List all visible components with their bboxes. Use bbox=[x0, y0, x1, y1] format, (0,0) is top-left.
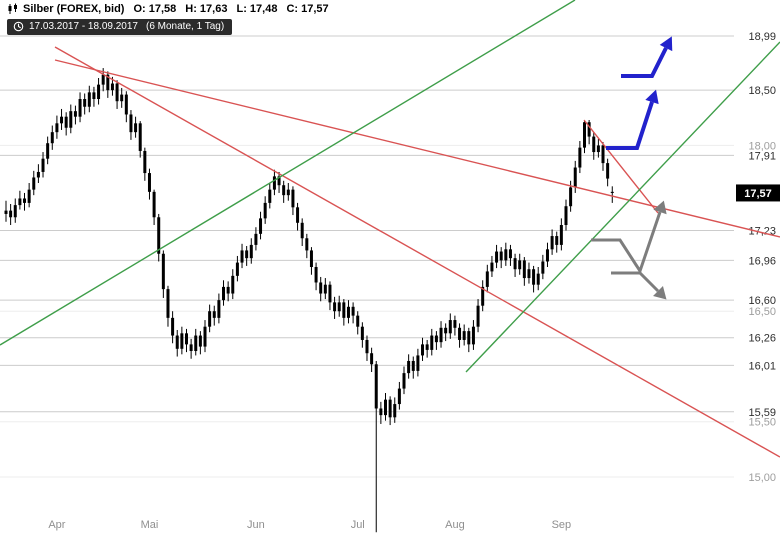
date-range-text: 17.03.2017 - 18.09.2017 bbox=[29, 21, 138, 32]
arrowhead bbox=[653, 200, 667, 215]
ohlc-high: H: 17,63 bbox=[185, 3, 228, 15]
chart-header: Silber (FOREX, bid) O: 17,58 H: 17,63 L:… bbox=[7, 3, 329, 37]
annotation-arrows-layer[interactable] bbox=[591, 36, 673, 300]
trendline-pullback-line[interactable] bbox=[583, 119, 659, 214]
month-label: Sep bbox=[552, 519, 572, 531]
month-label: Mai bbox=[141, 519, 159, 531]
price-level-label: 16,96 bbox=[748, 255, 776, 267]
current-price-marker: 17,57 bbox=[736, 184, 780, 202]
ohlc-close: C: 17,57 bbox=[286, 3, 329, 15]
time-axis[interactable]: Apr Mai Jun Jul Aug Sep bbox=[48, 519, 571, 531]
price-tick-label: 15,00 bbox=[748, 472, 776, 484]
arrowhead bbox=[653, 286, 667, 300]
date-range-badge[interactable]: 17.03.2017 - 18.09.2017 (6 Monate, 1 Tag… bbox=[7, 19, 233, 35]
month-label: Jul bbox=[351, 519, 365, 531]
clock-icon bbox=[13, 21, 24, 32]
trendline-uptrend-long[interactable] bbox=[0, 0, 576, 346]
trendline-downtrend-shallow[interactable] bbox=[54, 59, 780, 238]
price-level-label: 17,91 bbox=[748, 150, 776, 162]
instrument-icon bbox=[7, 3, 19, 15]
price-level-label: 18,50 bbox=[748, 85, 776, 97]
arrow-scenario-dip-then-up[interactable] bbox=[591, 200, 667, 275]
current-price-box bbox=[736, 184, 780, 202]
instrument-name: Silber (FOREX, bid) bbox=[23, 3, 125, 15]
ohlc-low: L: 17,48 bbox=[236, 3, 278, 15]
arrow-scenario-breakdown[interactable] bbox=[611, 271, 667, 300]
arrowhead bbox=[645, 89, 659, 105]
ohlc-open: O: 17,58 bbox=[133, 3, 177, 15]
price-level-label: 18,99 bbox=[748, 31, 776, 43]
price-level-label: 15,59 bbox=[748, 407, 776, 419]
price-tick-label: 18,00 bbox=[748, 140, 776, 152]
price-tick-label: 15,50 bbox=[748, 417, 776, 429]
price-tick-label: 16,50 bbox=[748, 306, 776, 318]
current-price-label: 17,57 bbox=[744, 188, 772, 200]
month-label: Jun bbox=[247, 519, 265, 531]
trendline-downtrend-steep[interactable] bbox=[54, 46, 780, 458]
candles-layer bbox=[4, 68, 614, 533]
trendlines-layer[interactable] bbox=[0, 0, 780, 458]
arrowhead bbox=[659, 36, 673, 52]
price-level-label: 16,60 bbox=[748, 295, 776, 307]
price-level-label: 16,01 bbox=[748, 360, 776, 372]
instrument-title-row: Silber (FOREX, bid) O: 17,58 H: 17,63 L:… bbox=[7, 3, 329, 15]
price-level-label: 16,26 bbox=[748, 333, 776, 345]
price-grid-ticks: 18,00 16,50 15,50 15,00 bbox=[0, 140, 776, 484]
trendline-uptrend-steep[interactable] bbox=[465, 41, 780, 373]
interval-text: (6 Monate, 1 Tag) bbox=[145, 21, 225, 32]
arrow-bullish-breakout-upper[interactable] bbox=[621, 36, 673, 78]
month-label: Aug bbox=[445, 519, 465, 531]
arrow-bullish-breakout-lower[interactable] bbox=[606, 89, 659, 150]
month-label: Apr bbox=[48, 519, 65, 531]
